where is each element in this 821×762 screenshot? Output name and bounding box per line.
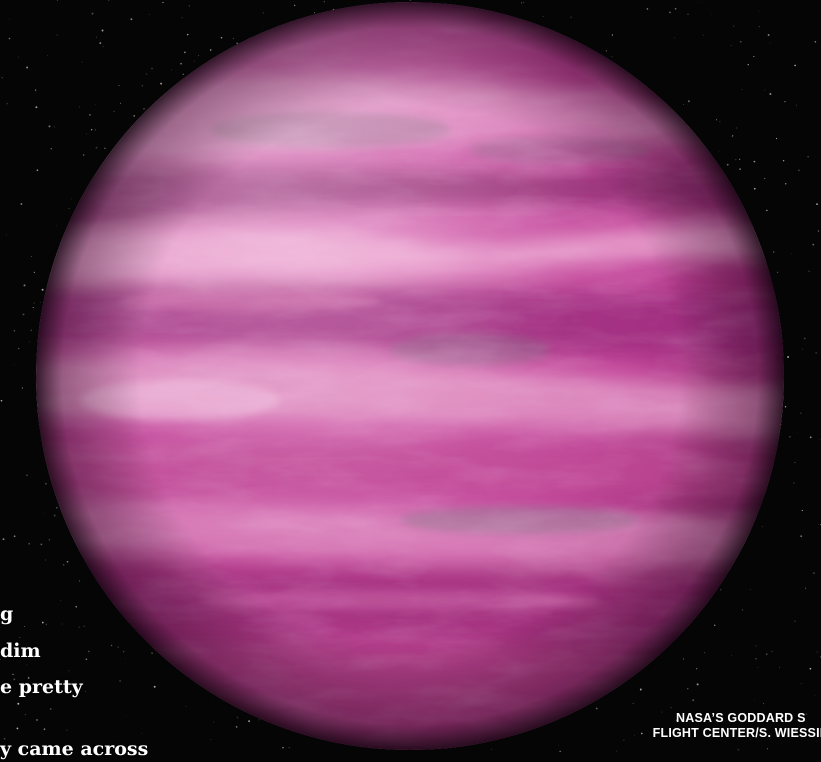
caption-fragment: e pretty <box>0 674 83 700</box>
image-credit: NASA’S GODDARD S FLIGHT CENTER/S. WIESSI… <box>653 711 821 741</box>
caption-fragment: dim <box>0 638 41 664</box>
caption-fragment: y came across <box>0 736 148 762</box>
credit-line: FLIGHT CENTER/S. WIESSIN <box>653 726 821 741</box>
credit-line: NASA’S GODDARD S <box>653 711 821 726</box>
caption-fragment: g <box>0 601 13 627</box>
